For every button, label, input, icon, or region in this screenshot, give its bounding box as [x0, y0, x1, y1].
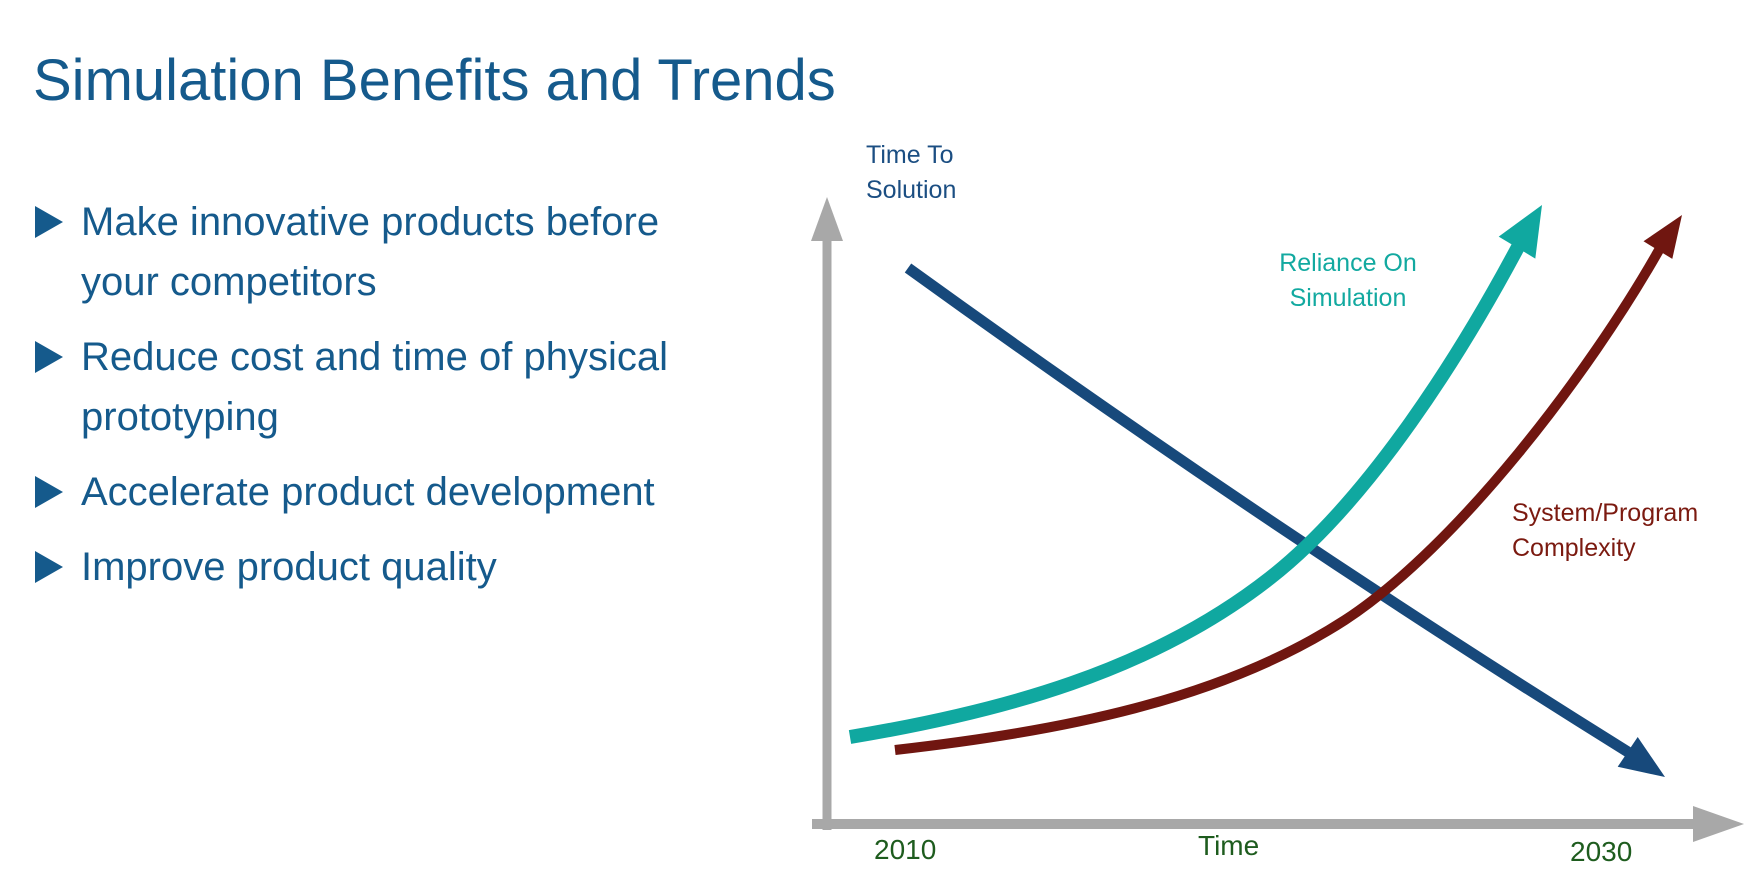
bullet-triangle-icon — [35, 551, 63, 583]
page-title: Simulation Benefits and Trends — [33, 47, 836, 113]
reliance-arrowhead-icon — [1498, 205, 1542, 259]
benefits-list: Make innovative products before your com… — [35, 192, 668, 597]
bullet-text: Make innovative products before your com… — [81, 200, 660, 304]
reliance-on-simulation-curve — [848, 243, 1525, 744]
x-tick-2030: 2030 — [1570, 836, 1633, 867]
y-axis-arrowhead-icon — [811, 197, 843, 241]
bullet-triangle-icon — [35, 341, 63, 373]
time-to-solution-arrowhead-icon — [1617, 737, 1665, 777]
list-item: Accelerate product development — [35, 462, 668, 522]
list-item: Make innovative products before your com… — [35, 192, 668, 312]
reliance-curve-label: Reliance On Simulation — [1279, 249, 1417, 312]
list-item: Improve product quality — [35, 537, 668, 597]
complexity-arrowhead-icon — [1643, 215, 1682, 259]
system-program-complexity-curve — [894, 247, 1664, 755]
complexity-curve-label: System/Program Complexity — [1512, 499, 1699, 562]
x-axis-arrowhead-icon — [1693, 806, 1744, 842]
trend-chart — [811, 197, 1744, 842]
y-axis-label: Time To Solution — [866, 141, 957, 204]
list-item: Reduce cost and time of physical prototy… — [35, 327, 668, 447]
bullet-text: Accelerate product development — [81, 470, 655, 514]
bullet-text: Improve product quality — [81, 545, 497, 589]
x-axis-label: Time — [1198, 830, 1260, 861]
time-to-solution-curve — [904, 263, 1631, 757]
x-tick-2010: 2010 — [874, 834, 937, 865]
bullet-triangle-icon — [35, 206, 63, 238]
bullet-text: Reduce cost and time of physical prototy… — [81, 335, 668, 439]
bullet-triangle-icon — [35, 476, 63, 508]
